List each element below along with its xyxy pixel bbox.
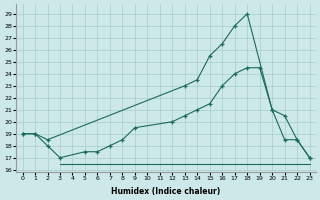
X-axis label: Humidex (Indice chaleur): Humidex (Indice chaleur) — [111, 187, 221, 196]
